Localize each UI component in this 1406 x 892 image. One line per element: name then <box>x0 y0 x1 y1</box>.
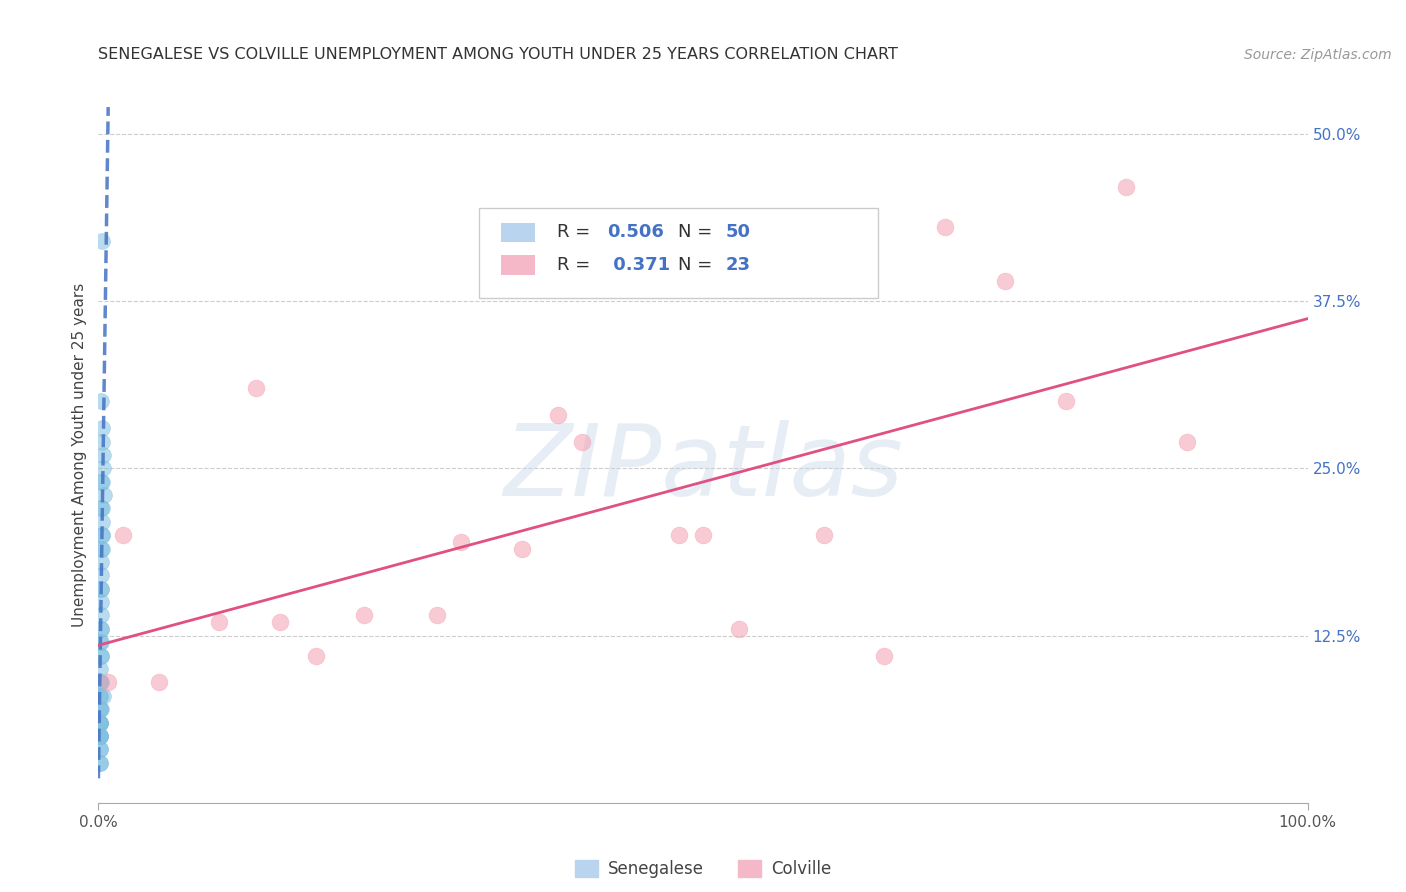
Point <box>90 582 112 596</box>
Point <box>89 715 111 730</box>
Point <box>426 608 449 623</box>
Point <box>89 729 111 743</box>
Point <box>728 622 751 636</box>
Point <box>90 702 112 716</box>
Point <box>1054 394 1077 409</box>
Point <box>90 475 112 489</box>
Point <box>91 541 114 556</box>
Point <box>89 675 111 690</box>
Point <box>90 622 112 636</box>
Point <box>91 528 114 542</box>
Point <box>450 535 472 549</box>
Text: R =: R = <box>557 223 596 241</box>
Text: 23: 23 <box>725 256 751 274</box>
Point <box>89 756 111 770</box>
Text: R =: R = <box>557 256 596 274</box>
Point <box>90 608 112 623</box>
Text: 0.371: 0.371 <box>607 256 671 274</box>
Text: Source: ZipAtlas.com: Source: ZipAtlas.com <box>1244 48 1392 62</box>
Point <box>89 662 111 676</box>
Point <box>90 622 112 636</box>
Point <box>91 515 114 529</box>
Point <box>89 702 111 716</box>
Point <box>91 461 114 475</box>
Point <box>89 742 111 756</box>
Point <box>305 648 328 663</box>
Point <box>90 648 112 663</box>
Point <box>97 675 120 690</box>
Point <box>90 582 112 596</box>
Text: SENEGALESE VS COLVILLE UNEMPLOYMENT AMONG YOUTH UNDER 25 YEARS CORRELATION CHART: SENEGALESE VS COLVILLE UNEMPLOYMENT AMON… <box>98 47 898 62</box>
Point <box>90 568 112 582</box>
Point <box>90 394 112 409</box>
Point <box>89 729 111 743</box>
Point <box>668 528 690 542</box>
Text: N =: N = <box>678 223 717 241</box>
Y-axis label: Unemployment Among Youth under 25 years: Unemployment Among Youth under 25 years <box>72 283 87 627</box>
Point <box>89 675 111 690</box>
Point <box>91 689 114 703</box>
Text: 50: 50 <box>725 223 751 241</box>
FancyBboxPatch shape <box>501 222 534 242</box>
Point <box>547 408 569 422</box>
FancyBboxPatch shape <box>479 208 879 298</box>
Point <box>1175 434 1198 449</box>
FancyBboxPatch shape <box>501 255 534 275</box>
Point <box>89 742 111 756</box>
Point <box>91 234 114 248</box>
Text: ZIPatlas: ZIPatlas <box>503 420 903 517</box>
Point <box>89 689 111 703</box>
Point <box>353 608 375 623</box>
Point <box>873 648 896 663</box>
Point <box>692 528 714 542</box>
Point <box>90 675 112 690</box>
Point <box>994 274 1017 288</box>
Point <box>90 555 112 569</box>
Point <box>813 528 835 542</box>
Point <box>91 528 114 542</box>
Text: 0.506: 0.506 <box>607 223 665 241</box>
Point <box>510 541 533 556</box>
Point <box>90 648 112 663</box>
Point <box>91 434 114 449</box>
Point <box>89 702 111 716</box>
Point <box>148 675 170 690</box>
Point <box>91 448 114 462</box>
Point <box>89 635 111 649</box>
Point <box>93 488 115 502</box>
Point <box>89 715 111 730</box>
Text: N =: N = <box>678 256 717 274</box>
Point <box>208 615 231 630</box>
Legend: Senegalese, Colville: Senegalese, Colville <box>568 854 838 885</box>
Point <box>571 434 593 449</box>
Point <box>245 381 267 395</box>
Point <box>89 729 111 743</box>
Point <box>91 421 114 435</box>
Point <box>111 528 134 542</box>
Point <box>90 635 112 649</box>
Point <box>90 501 112 516</box>
Point <box>89 729 111 743</box>
Point <box>934 220 956 235</box>
Point <box>91 475 114 489</box>
Point <box>90 541 112 556</box>
Point <box>89 715 111 730</box>
Point <box>1115 180 1137 194</box>
Point <box>90 595 112 609</box>
Point <box>89 756 111 770</box>
Point <box>89 715 111 730</box>
Point <box>89 689 111 703</box>
Point <box>91 501 114 516</box>
Point <box>269 615 291 630</box>
